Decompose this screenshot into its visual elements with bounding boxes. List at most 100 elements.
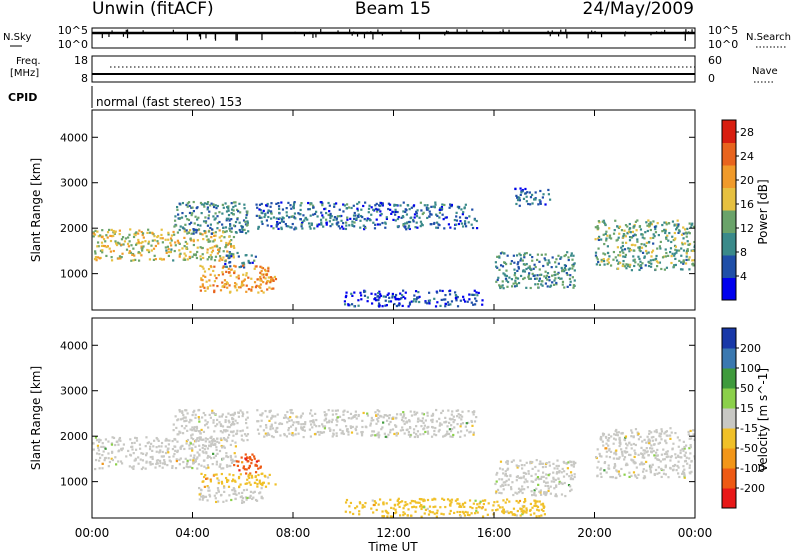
data-cell xyxy=(533,489,536,492)
data-cell xyxy=(186,412,189,415)
data-cell xyxy=(181,444,184,447)
data-cell xyxy=(234,492,237,496)
data-cell xyxy=(642,476,646,480)
data-cell xyxy=(276,426,279,430)
data-cell xyxy=(204,221,208,224)
data-cell xyxy=(201,233,204,236)
data-cell xyxy=(201,480,204,483)
data-cell xyxy=(455,409,458,412)
data-cell xyxy=(405,420,409,424)
data-cell xyxy=(539,200,542,203)
data-cell xyxy=(455,215,458,218)
data-cell xyxy=(285,214,289,217)
data-cell xyxy=(213,265,216,268)
data-cell xyxy=(246,456,249,460)
data-cell xyxy=(253,490,256,493)
data-cell xyxy=(123,240,127,243)
data-cell xyxy=(535,504,538,508)
data-cell xyxy=(463,220,467,223)
data-cell xyxy=(495,265,498,268)
data-cell xyxy=(257,227,260,230)
data-cell xyxy=(227,433,231,437)
data-cell xyxy=(652,242,655,245)
data-cell xyxy=(657,458,661,462)
data-cell xyxy=(525,267,528,271)
data-cell xyxy=(194,416,197,419)
colorbar-swatch xyxy=(722,142,736,166)
data-cell xyxy=(620,246,623,249)
data-cell xyxy=(266,288,269,291)
data-cell xyxy=(396,217,400,221)
data-cell xyxy=(569,471,573,474)
data-cell xyxy=(301,428,304,432)
data-cell xyxy=(408,303,412,306)
data-cell xyxy=(230,424,233,427)
data-cell xyxy=(381,221,384,225)
data-cell xyxy=(175,459,178,463)
data-cell xyxy=(231,420,235,424)
data-cell xyxy=(235,493,238,496)
data-cell xyxy=(509,474,512,478)
data-cell xyxy=(518,199,522,202)
data-cell xyxy=(251,476,254,479)
data-cell xyxy=(118,229,121,232)
data-cell xyxy=(247,276,250,279)
data-cell xyxy=(251,497,254,501)
data-cell xyxy=(115,243,119,247)
data-cell xyxy=(632,442,636,446)
data-cell xyxy=(374,434,377,437)
data-cell xyxy=(673,224,676,227)
data-cell xyxy=(405,428,408,432)
data-cell xyxy=(345,207,348,210)
data-cell xyxy=(634,220,638,223)
data-cell xyxy=(599,468,602,471)
data-cell xyxy=(517,501,520,504)
data-cell xyxy=(213,290,216,294)
data-cell xyxy=(183,230,186,233)
data-cell xyxy=(553,480,556,483)
data-cell xyxy=(644,264,647,267)
data-cell xyxy=(135,242,139,245)
data-cell xyxy=(170,244,173,247)
data-cell xyxy=(199,285,202,288)
data-cell xyxy=(160,445,163,448)
data-cell xyxy=(536,500,539,503)
data-cell xyxy=(435,226,438,229)
data-cell xyxy=(409,435,412,438)
data-cell xyxy=(656,222,659,225)
data-cell xyxy=(452,421,455,424)
data-cell xyxy=(270,417,273,420)
data-cell xyxy=(348,224,351,227)
data-cell xyxy=(653,430,656,433)
data-cell xyxy=(230,252,233,256)
data-cell xyxy=(222,485,226,488)
colorbar-tick-label: 100 xyxy=(740,362,761,375)
data-cell xyxy=(130,259,133,262)
data-cell xyxy=(402,210,405,213)
data-cell xyxy=(351,223,354,226)
data-cell xyxy=(377,204,381,207)
data-cell xyxy=(511,513,514,516)
data-cell xyxy=(410,514,413,517)
data-cell xyxy=(166,463,169,467)
y-tick-label: 3000 xyxy=(60,177,88,190)
data-cell xyxy=(537,483,540,486)
data-cell xyxy=(221,258,224,261)
data-cell xyxy=(531,493,534,497)
data-cell xyxy=(487,502,490,505)
data-cell xyxy=(109,239,113,243)
data-cell xyxy=(220,472,223,476)
data-cell xyxy=(498,491,501,494)
data-cell xyxy=(479,500,482,503)
data-cell xyxy=(228,473,231,476)
data-cell xyxy=(240,456,243,459)
data-cell xyxy=(301,227,304,230)
data-cell xyxy=(682,471,686,475)
data-cell xyxy=(398,302,401,305)
data-cell xyxy=(100,241,104,244)
data-cell xyxy=(196,451,199,454)
data-cell xyxy=(663,268,667,271)
data-cell xyxy=(431,420,434,424)
data-cell xyxy=(414,413,417,416)
data-cell xyxy=(383,414,386,417)
